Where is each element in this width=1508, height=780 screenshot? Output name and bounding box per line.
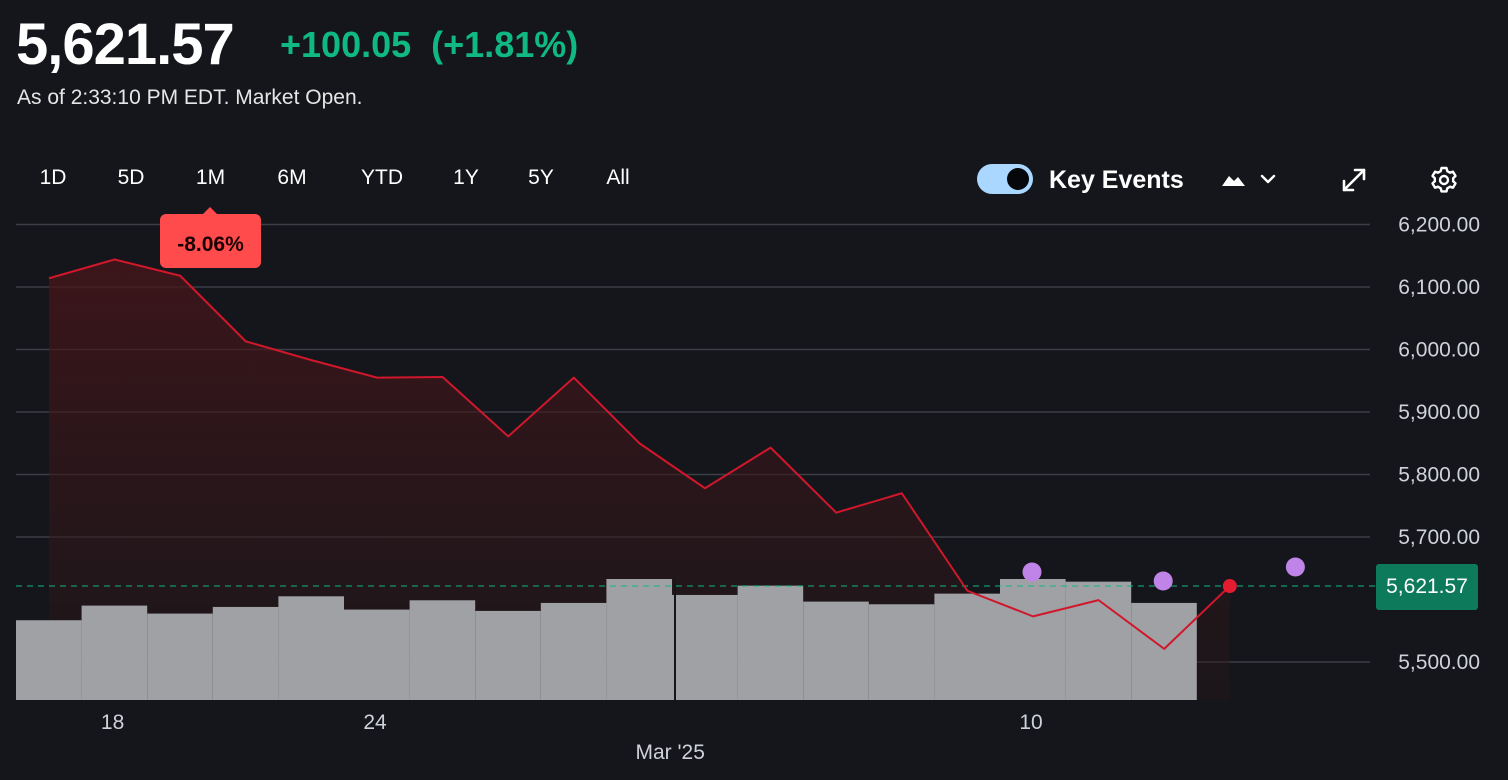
range-5y[interactable]: 5Y [528,166,554,189]
key-events-label: Key Events [1049,166,1184,194]
mountain-chart-icon [1222,176,1245,186]
volume-bar [737,585,804,700]
tooltip-value: -8.06% [177,233,244,256]
y-tick-label: 6,100.00 [1398,276,1480,299]
key-event-dot[interactable] [1022,562,1042,582]
price-series-line [48,258,1231,650]
key-event-dot[interactable] [1285,557,1305,577]
key-events-toggle[interactable] [977,164,1033,194]
range-1d[interactable]: 1D [39,166,67,189]
volume-bar [16,620,82,700]
volume-bar [278,596,344,700]
price-line [48,258,1237,650]
volume-bar [1000,579,1066,700]
change-value: +100.05 [280,24,412,65]
price-change: +100.05 (+1.81%) [280,22,578,68]
x-tick-label: Mar '25 [636,741,705,764]
volume-bar [409,600,476,700]
volume-bar [344,609,410,700]
gear-icon[interactable] [1428,164,1460,196]
expand-icon[interactable] [1338,164,1370,196]
volume-bar [934,593,1000,700]
y-axis: 6,200.00 6,100.00 6,000.00 5,900.00 5,800.00… [1398,214,1480,675]
range-5d[interactable]: 5D [117,166,145,189]
current-price-dot [1222,579,1237,594]
x-tick-label: 10 [1019,711,1042,734]
y-tick-label: 6,200.00 [1398,214,1480,237]
y-tick-label: 5,800.00 [1398,464,1480,487]
volume-bar [1065,581,1132,700]
volume-bar [540,602,607,700]
tooltip-arrow [202,207,218,215]
volume-bar [147,613,213,700]
range-ytd[interactable]: YTD [361,166,403,189]
toggle-knob [1007,168,1029,190]
y-tick-label: 6,000.00 [1398,339,1480,362]
x-tick-label: 24 [363,711,387,734]
performance-tooltip: -8.06% [160,207,261,268]
volume-bars [16,578,1197,700]
as-of-timestamp: As of 2:33:10 PM EDT. Market Open. [17,86,363,109]
range-6m[interactable]: 6M [277,166,307,189]
chevron-down-icon [1260,174,1276,184]
volume-bar [672,594,738,700]
volume-bar [606,579,672,700]
change-percent: (+1.81%) [431,24,579,65]
range-1y[interactable]: 1Y [453,166,479,189]
key-event-dot[interactable] [1153,571,1173,591]
range-1m[interactable]: 1M [195,166,226,189]
y-tick-label: 5,700.00 [1398,526,1480,549]
range-all[interactable]: All [606,166,630,189]
chart-type-dropdown[interactable] [1218,166,1280,194]
volume-bar [475,610,541,700]
volume-bar [803,601,869,700]
volume-bar [81,605,148,700]
y-tick-label: 5,500.00 [1398,651,1480,674]
last-price-badge: 5,621.57 [1376,564,1478,610]
volume-bar [1131,602,1197,700]
y-tick-label: 5,900.00 [1398,401,1480,424]
x-axis: 18 24 Mar '25 10 [101,711,1043,764]
volume-bar [868,604,935,700]
x-tick-label: 18 [101,711,124,734]
key-events[interactable] [1022,557,1305,591]
current-price: 5,621.57 [16,12,235,77]
tooltip-box [160,214,261,268]
volume-bar [212,606,279,700]
